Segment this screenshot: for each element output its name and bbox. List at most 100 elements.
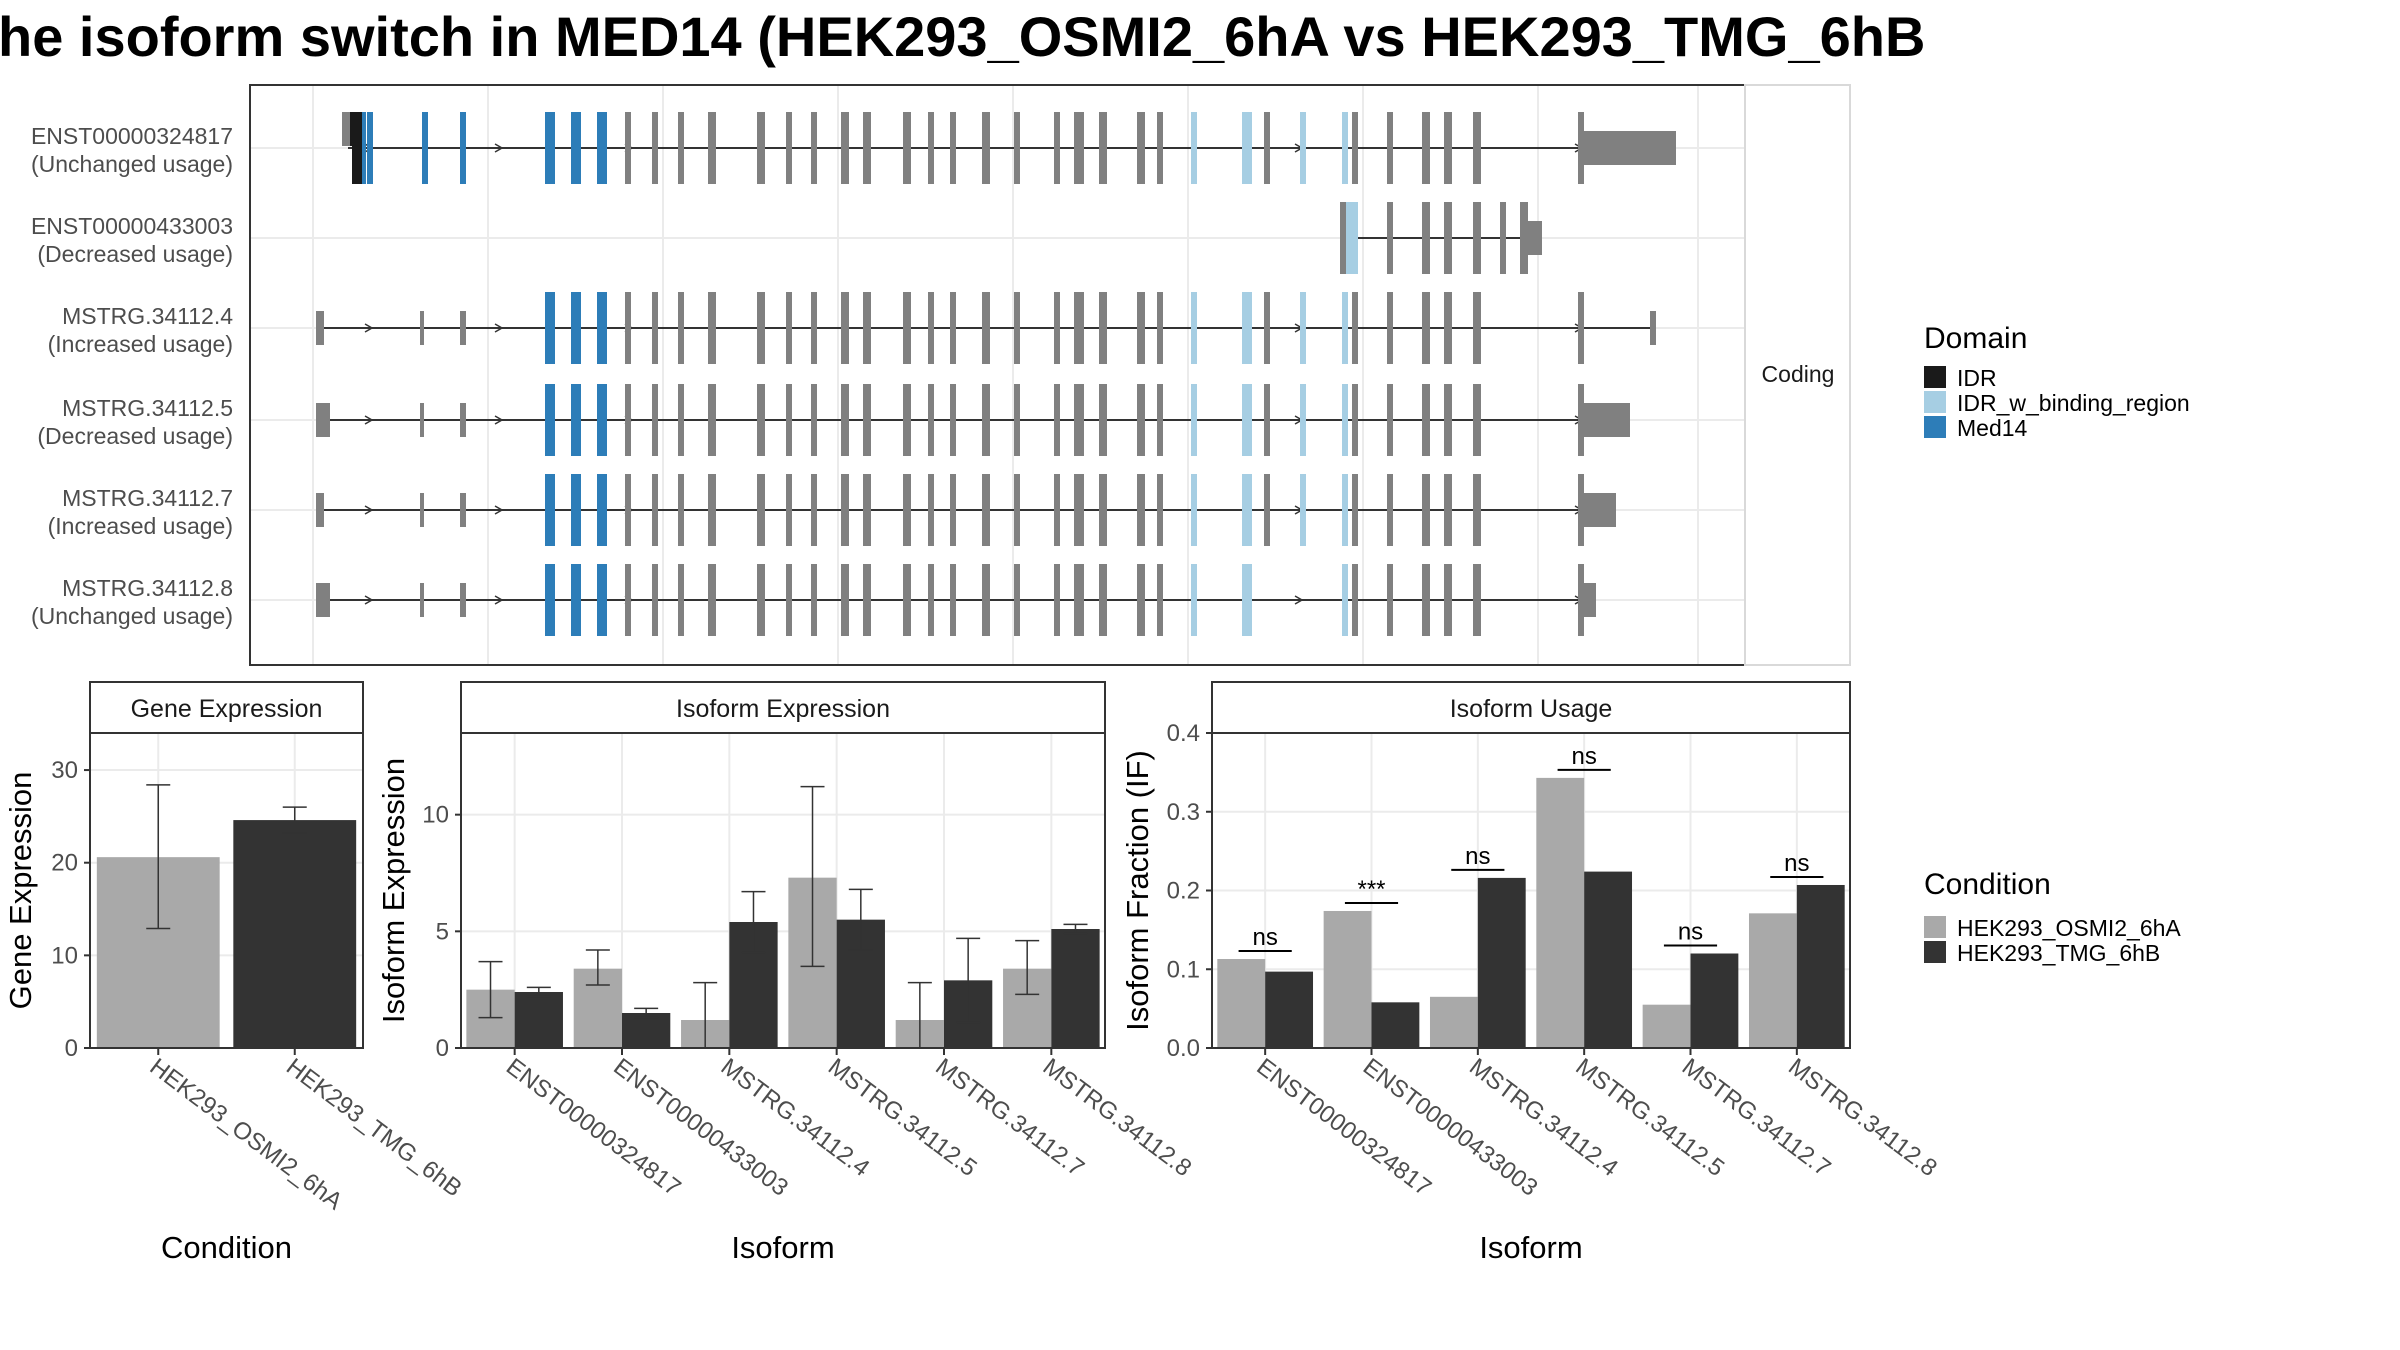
y-axis-label: Gene Expression (3, 772, 38, 1010)
exon (420, 583, 424, 617)
significance-label: ns (1571, 743, 1596, 770)
panel-border (460, 732, 1106, 1049)
exon (652, 564, 658, 636)
exon (1300, 292, 1306, 364)
legend-title: Condition (1924, 868, 2051, 901)
y-tick-label: 0.4 (1167, 720, 1200, 747)
exon (1137, 112, 1145, 184)
transcript-id-label: MSTRG.34112.5 (62, 395, 233, 421)
exon (597, 474, 607, 546)
exon (1191, 474, 1197, 546)
exon (1352, 292, 1358, 364)
legend-label: HEK293_OSMI2_6hA (1957, 915, 2181, 941)
exon (1342, 112, 1348, 184)
exon (841, 474, 849, 546)
exon (1352, 564, 1358, 636)
exon (545, 292, 555, 364)
exon (460, 112, 466, 184)
transcript-usage-label: (Decreased usage) (37, 241, 233, 267)
exon (950, 112, 956, 184)
exon (950, 564, 956, 636)
exon (786, 474, 792, 546)
bar (1371, 1002, 1420, 1048)
x-tick-label: ENST00000324817 (1252, 1053, 1437, 1201)
exon (903, 474, 911, 546)
transcript-5 (316, 564, 1596, 636)
panel-title: Isoform Expression (676, 695, 890, 723)
significance-label: *** (1357, 876, 1385, 903)
exon (420, 311, 424, 345)
exon (757, 384, 765, 456)
exon (1099, 564, 1107, 636)
exon (757, 112, 765, 184)
bar (1429, 996, 1478, 1048)
legend-label: HEK293_TMG_6hB (1957, 940, 2160, 966)
exon (1157, 292, 1163, 364)
facet-strip (1744, 84, 1851, 666)
exon (1054, 384, 1060, 456)
exon (950, 384, 956, 456)
exon (1191, 292, 1197, 364)
exon (1099, 112, 1107, 184)
exon (841, 384, 849, 456)
bar (1690, 953, 1739, 1048)
exon (1578, 112, 1584, 184)
exon (1422, 292, 1430, 364)
exon (1137, 292, 1145, 364)
exon (1387, 474, 1393, 546)
y-tick-label: 0 (65, 1035, 78, 1062)
exon (1300, 112, 1306, 184)
exon (1578, 292, 1584, 364)
exon (1157, 474, 1163, 546)
bar (1796, 884, 1845, 1048)
x-tick-label: ENST00000324817 (501, 1053, 686, 1201)
facet-strip (460, 681, 1106, 734)
exon (1264, 292, 1270, 364)
isoform-expression-panel: Isoform Expression 0 5 10 ENST00000324817ENS… (376, 681, 1196, 1265)
panel-border (89, 732, 364, 1049)
exon (1473, 202, 1481, 274)
exon (460, 493, 466, 527)
utr-exon (1582, 583, 1596, 617)
exon (1387, 292, 1393, 364)
y-tick-label: 10 (422, 802, 449, 829)
exon (678, 384, 684, 456)
exon (1191, 564, 1197, 636)
exon (1014, 292, 1020, 364)
exon (1387, 564, 1393, 636)
exon (1191, 112, 1197, 184)
exon (1422, 202, 1430, 274)
exon (420, 403, 424, 437)
transcript-3 (316, 384, 1630, 456)
exon (786, 292, 792, 364)
exon (1242, 474, 1252, 546)
bar (1051, 929, 1100, 1048)
exon (1300, 474, 1306, 546)
exon (545, 112, 555, 184)
exon (625, 292, 631, 364)
exon (1099, 292, 1107, 364)
exon (1578, 564, 1584, 636)
bar (1217, 959, 1266, 1048)
exon (545, 474, 555, 546)
exon (757, 474, 765, 546)
exon (652, 474, 658, 546)
y-tick-label: 10 (51, 942, 78, 969)
transcript-usage-label: (Decreased usage) (37, 423, 233, 449)
x-axis-label: Isoform (1479, 1230, 1582, 1265)
y-tick-label: 5 (436, 918, 449, 945)
utr-exon (1582, 131, 1676, 165)
exon (678, 112, 684, 184)
exon (928, 292, 934, 364)
transcript-id-label: MSTRG.34112.4 (62, 303, 233, 329)
utr-exon (1582, 403, 1630, 437)
exon (571, 474, 581, 546)
exon (1387, 202, 1393, 274)
isoform-usage-panel: Isoform Usage 0.0 0.1 0.2 0.3 0.4 ENST00000324… (1120, 681, 1942, 1265)
exon (597, 564, 607, 636)
y-tick-label: 0.0 (1167, 1035, 1200, 1062)
exon (903, 112, 911, 184)
exon (757, 292, 765, 364)
